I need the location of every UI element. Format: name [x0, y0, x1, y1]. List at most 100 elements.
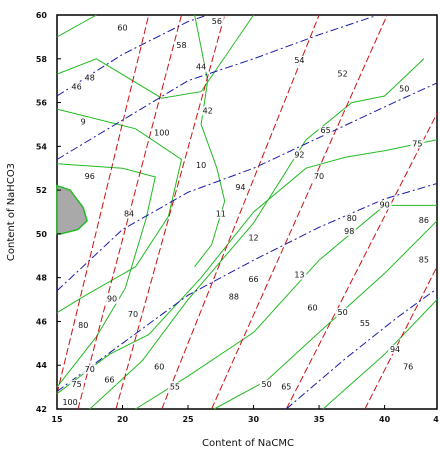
x-tick-label: 4 — [433, 415, 439, 424]
contour-label: 56 — [212, 17, 222, 26]
blue-contour-line — [56, 82, 438, 292]
contour-label-bg — [416, 255, 431, 265]
green-contour-line — [194, 14, 226, 268]
green-contour-line — [56, 139, 438, 395]
red-contour-line — [211, 14, 388, 410]
green-contour-line — [89, 58, 425, 410]
contour-label-bg — [397, 84, 412, 94]
contour-label-bg — [292, 150, 307, 160]
contour-label-bg — [246, 275, 261, 285]
contour-label: 50 — [399, 85, 409, 94]
blue-contours — [56, 14, 438, 410]
contour-label-bg — [209, 16, 224, 26]
contour-label-bg — [312, 172, 327, 182]
contour-label: 10 — [196, 161, 206, 170]
contour-label: 86 — [419, 216, 429, 225]
contour-label: 70 — [85, 365, 95, 374]
contour-label: 46 — [72, 82, 82, 91]
contour-label: 75 — [412, 139, 422, 148]
contour-label: 76 — [403, 363, 413, 372]
contour-label: 55 — [360, 319, 370, 328]
contour-label-bg — [401, 362, 416, 372]
contour-label: 52 — [338, 69, 348, 78]
contour-label-bg — [194, 62, 209, 72]
contour-label: 55 — [170, 382, 180, 391]
contour-label-bg — [377, 200, 392, 210]
contour-label: 85 — [419, 255, 429, 264]
contour-label-bg — [259, 380, 274, 390]
contour-label: 94 — [235, 183, 245, 192]
x-tick-label: 35 — [313, 415, 325, 424]
contour-label: 54 — [294, 56, 304, 65]
green-contour-line — [56, 163, 156, 388]
contour-label-bg — [105, 294, 120, 304]
contour-label-bg — [154, 128, 169, 138]
green-contour-line — [135, 204, 437, 410]
contour-label: 12 — [248, 233, 258, 242]
contour-label-bg — [357, 318, 372, 328]
y-tick-label: 52 — [36, 186, 47, 195]
contour-label-bg — [305, 303, 320, 313]
contour-label: 75 — [72, 380, 82, 389]
contour-label-bg — [344, 213, 359, 223]
contour-label: 100 — [62, 398, 77, 407]
contour-label-bg — [69, 82, 84, 92]
contour-label-bg — [226, 292, 241, 302]
blue-contour-line — [56, 14, 379, 160]
contour-label-bg — [174, 40, 189, 50]
green-contour-line — [56, 14, 255, 99]
contour-labels: 6058565452504846444210099610949265707580… — [62, 16, 431, 407]
contour-label-bg — [82, 172, 97, 182]
y-axis-title: Content of NaHCO3 — [6, 163, 17, 261]
contour-label: 96 — [85, 172, 95, 181]
contour-label: 58 — [176, 41, 186, 50]
red-contour-line — [364, 266, 438, 410]
contour-label: 80 — [347, 214, 357, 223]
contour-label-bg — [292, 270, 307, 280]
contour-label-bg — [63, 398, 78, 407]
contour-label: 100 — [154, 128, 169, 137]
contour-label: 66 — [104, 376, 114, 385]
green-contour-line — [213, 220, 438, 410]
y-tick-label: 56 — [36, 99, 48, 108]
y-tick-label: 46 — [36, 317, 48, 326]
y-tick-label: 58 — [36, 55, 48, 64]
blue-contour-line — [56, 183, 438, 392]
y-tick-label: 42 — [36, 405, 47, 414]
plot-area: 6058565452504846444210099610949265707580… — [56, 14, 438, 410]
contour-label-bg — [126, 310, 140, 320]
contour-label: 88 — [229, 293, 239, 302]
contour-label-bg — [213, 209, 228, 219]
x-axis-ticks: 15 20 25 30 35 40 4 — [51, 405, 439, 424]
contour-label-bg — [76, 321, 91, 331]
contour-label: 90 — [107, 295, 117, 304]
contour-label: 60 — [117, 23, 127, 32]
contour-label-bg — [335, 307, 350, 317]
contour-label-bg — [82, 364, 97, 374]
gray-region-shape — [56, 184, 88, 235]
green-contour-line — [322, 299, 438, 410]
contour-label: 90 — [379, 201, 389, 210]
contour-label-bg — [115, 23, 130, 33]
contour-label-bg — [102, 375, 117, 385]
contour-label-bg — [416, 215, 431, 225]
contour-label: 9 — [81, 117, 86, 126]
contour-label: 11 — [216, 209, 226, 218]
contour-label: 65 — [321, 126, 331, 135]
contour-label-bg — [246, 233, 261, 243]
contour-label: 44 — [196, 63, 206, 72]
contour-label: 70 — [128, 310, 138, 319]
red-contour-line — [285, 113, 438, 410]
green-contour-line — [56, 108, 183, 314]
x-tick-label: 15 — [51, 415, 63, 424]
contour-label: 50 — [338, 308, 348, 317]
y-tick-label: 50 — [36, 230, 48, 239]
contour-label-bg — [410, 139, 425, 149]
green-contour-line — [56, 14, 97, 38]
contour-label: 48 — [85, 74, 95, 83]
contour-label-bg — [122, 209, 137, 219]
green-contours — [56, 14, 438, 410]
contour-label-bg — [335, 69, 350, 79]
contour-label: 60 — [154, 363, 164, 372]
x-tick-label: 40 — [379, 415, 391, 424]
